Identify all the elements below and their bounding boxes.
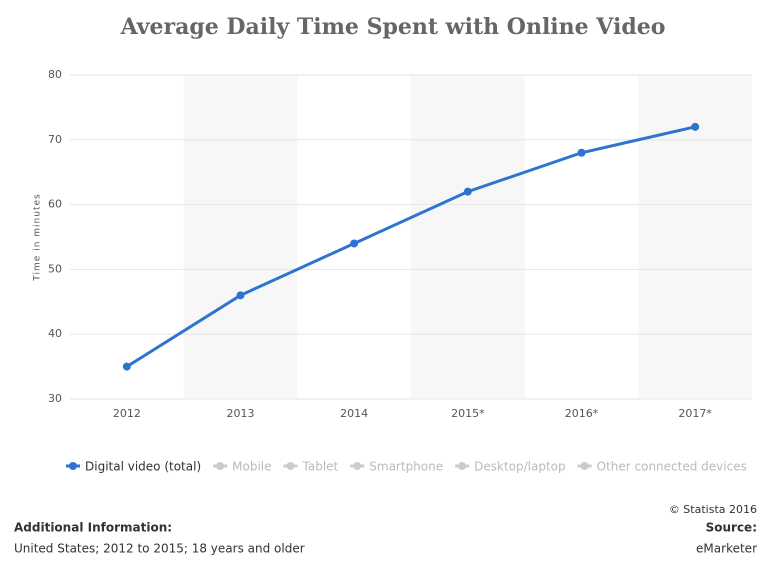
band-shade bbox=[411, 75, 525, 399]
y-tick-label: 70 bbox=[48, 133, 62, 146]
point bbox=[122, 362, 131, 371]
line bbox=[126, 125, 696, 368]
legend-swatch bbox=[286, 462, 295, 470]
y-tick-label: 50 bbox=[48, 262, 62, 275]
legend-swatch bbox=[216, 462, 225, 470]
point bbox=[691, 122, 700, 131]
x-tick-label: 2012 bbox=[113, 407, 141, 420]
legend-label: Digital video (total) bbox=[85, 460, 201, 474]
chart-title: Average Daily Time Spent with Online Vid… bbox=[120, 14, 666, 40]
point bbox=[463, 187, 472, 196]
legend-label: Tablet bbox=[302, 460, 339, 474]
legend-label: Other connected devices bbox=[597, 460, 747, 474]
point bbox=[577, 148, 586, 157]
x-tick-label: 2015* bbox=[451, 407, 485, 420]
point bbox=[236, 291, 245, 300]
legend-label: Mobile bbox=[232, 460, 271, 474]
legend-swatch bbox=[353, 462, 362, 470]
band-shade bbox=[183, 75, 298, 399]
y-tick-label: 60 bbox=[48, 198, 62, 211]
x-tick-label: 2013 bbox=[227, 407, 255, 420]
info-title: Additional Information: bbox=[14, 521, 172, 535]
info: United States; 2012 to 2015; 18 years an… bbox=[14, 542, 305, 556]
y-tick-label: 40 bbox=[48, 327, 62, 340]
x-tick-label: 2014 bbox=[340, 407, 368, 420]
point bbox=[350, 239, 359, 248]
y-axis-label: Time in minutes bbox=[33, 193, 43, 281]
legend-label: Desktop/laptop bbox=[474, 460, 566, 474]
legend-label: Smartphone bbox=[369, 460, 443, 474]
legend-swatch bbox=[458, 462, 467, 470]
legend-swatch bbox=[69, 462, 77, 470]
y-tick-label: 30 bbox=[48, 392, 62, 405]
x-tick-label: 2016* bbox=[565, 407, 599, 420]
y-tick-label: 80 bbox=[48, 68, 62, 81]
x-tick-label: 2017* bbox=[678, 407, 712, 420]
source: eMarketer bbox=[696, 542, 757, 556]
legend-swatch bbox=[580, 462, 589, 470]
copyright: © Statista 2016 bbox=[669, 503, 757, 516]
source-title: Source: bbox=[706, 521, 757, 535]
